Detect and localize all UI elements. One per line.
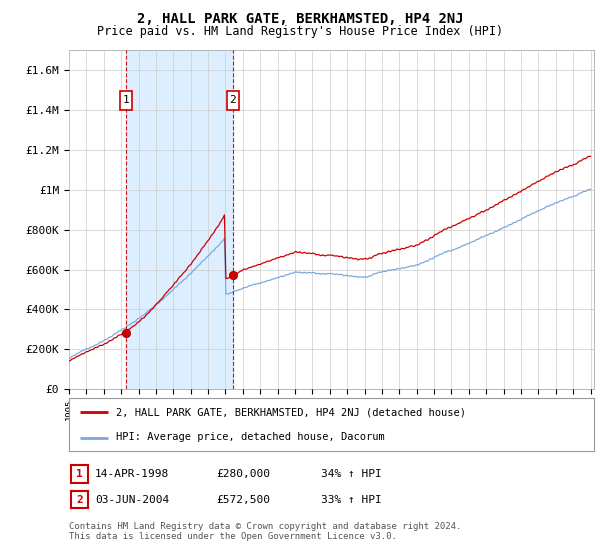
- Text: 1: 1: [123, 95, 130, 105]
- Text: 33% ↑ HPI: 33% ↑ HPI: [321, 494, 382, 505]
- Bar: [126, 50, 233, 389]
- Text: 03-JUN-2004: 03-JUN-2004: [95, 494, 169, 505]
- Text: 34% ↑ HPI: 34% ↑ HPI: [321, 469, 382, 479]
- Text: 2, HALL PARK GATE, BERKHAMSTED, HP4 2NJ: 2, HALL PARK GATE, BERKHAMSTED, HP4 2NJ: [137, 12, 463, 26]
- Text: Contains HM Land Registry data © Crown copyright and database right 2024.
This d: Contains HM Land Registry data © Crown c…: [69, 522, 461, 542]
- Text: £572,500: £572,500: [216, 494, 270, 505]
- FancyBboxPatch shape: [227, 91, 239, 110]
- Text: 14-APR-1998: 14-APR-1998: [95, 469, 169, 479]
- Text: 2: 2: [76, 494, 83, 505]
- Text: HPI: Average price, detached house, Dacorum: HPI: Average price, detached house, Daco…: [116, 432, 385, 442]
- Text: 1: 1: [76, 469, 83, 479]
- Text: 2: 2: [229, 95, 236, 105]
- Text: 2, HALL PARK GATE, BERKHAMSTED, HP4 2NJ (detached house): 2, HALL PARK GATE, BERKHAMSTED, HP4 2NJ …: [116, 408, 466, 418]
- Text: £280,000: £280,000: [216, 469, 270, 479]
- FancyBboxPatch shape: [120, 91, 132, 110]
- Text: Price paid vs. HM Land Registry's House Price Index (HPI): Price paid vs. HM Land Registry's House …: [97, 25, 503, 38]
